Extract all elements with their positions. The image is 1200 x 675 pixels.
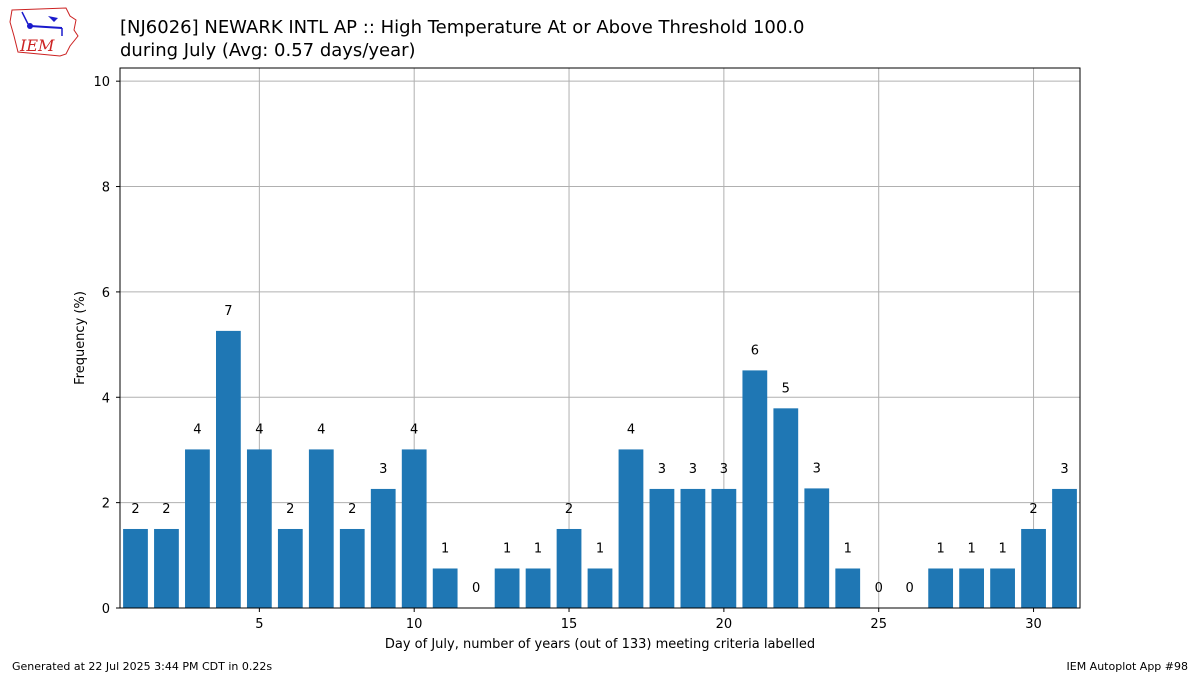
bar-label: 3: [720, 462, 728, 477]
x-axis-label: Day of July, number of years (out of 133…: [385, 637, 815, 652]
bar: [959, 568, 984, 608]
bar-label: 1: [596, 541, 604, 556]
bar: [804, 488, 830, 608]
bar-label: 1: [844, 541, 852, 556]
bar: [618, 449, 644, 608]
bar-label: 7: [224, 304, 232, 319]
bar-label: 2: [1029, 502, 1037, 517]
bar-label: 4: [317, 422, 325, 437]
bar-label: 1: [967, 541, 975, 556]
bar-label: 4: [627, 422, 635, 437]
bar-label: 1: [937, 541, 945, 556]
bar-label: 4: [410, 422, 418, 437]
bar-label: 1: [534, 541, 542, 556]
bar: [432, 568, 458, 608]
bar-labels: 2 2 4 7 4 2 4 2 3 4 1 0 1 1 2 1 4 3 3 3 6 5 3 1 0 0 1 1 1 2 3: [131, 304, 1068, 596]
bar-label: 6: [751, 343, 759, 358]
bar: [370, 488, 396, 608]
iowa-outline-icon: [9, 7, 79, 57]
bar: [742, 370, 768, 608]
x-tick-label: 15: [561, 617, 578, 632]
bars: [123, 330, 1077, 608]
bar: [990, 568, 1015, 608]
bar: [339, 528, 365, 608]
bar: [308, 449, 334, 608]
weather-station-icon: [21, 11, 63, 36]
bar-label: 1: [441, 541, 449, 556]
bar: [401, 449, 427, 608]
bar: [835, 568, 861, 608]
bar-label: 3: [1060, 462, 1068, 477]
x-tick-label: 10: [406, 617, 423, 632]
y-tick-label: 6: [102, 286, 110, 301]
bar-label: 0: [906, 581, 914, 596]
bar-label: 0: [472, 581, 480, 596]
bar-label: 4: [255, 422, 263, 437]
plot-frame: [119, 67, 1081, 609]
iem-logo: IEM: [8, 6, 80, 58]
bar: [216, 330, 241, 608]
bar-label: 2: [348, 502, 356, 517]
bar-label: 3: [658, 462, 666, 477]
generated-timestamp: Generated at 22 Jul 2025 3:44 PM CDT in …: [12, 660, 273, 673]
y-tick-label: 8: [102, 181, 110, 196]
x-tick-label: 20: [716, 617, 733, 632]
chart-title-line2: during July (Avg: 0.57 days/year): [120, 40, 416, 61]
bar-label: 2: [286, 502, 294, 517]
bar-label: 2: [565, 502, 573, 517]
x-tick-label: 25: [870, 617, 887, 632]
bar: [649, 488, 675, 608]
x-tick-label: 5: [255, 617, 263, 632]
app-label: IEM Autoplot App #98: [1066, 660, 1189, 673]
bar-label: 1: [998, 541, 1006, 556]
y-tick-label: 2: [102, 497, 110, 512]
bar: [123, 528, 148, 608]
bar: [680, 488, 706, 608]
bar: [185, 449, 210, 608]
bar: [587, 568, 613, 608]
bar-label: 2: [131, 502, 139, 517]
bar-label: 5: [782, 381, 790, 396]
bar-label: 4: [193, 422, 201, 437]
x-tick-label: 30: [1025, 617, 1042, 632]
bar: [711, 488, 737, 608]
bar-label: 0: [875, 581, 883, 596]
bar: [246, 449, 272, 608]
bar-label: 2: [162, 502, 170, 517]
bar-label: 1: [503, 541, 511, 556]
bar: [928, 568, 954, 608]
bar-label: 3: [689, 462, 697, 477]
bar: [154, 528, 179, 608]
bar: [277, 528, 303, 608]
chart-title-line1: [NJ6026] NEWARK INTL AP :: High Temperat…: [120, 17, 805, 38]
bar: [494, 568, 520, 608]
logo-text: IEM: [19, 36, 55, 55]
bar-label: 3: [379, 462, 387, 477]
bar: [1052, 488, 1077, 608]
y-tick-label: 10: [93, 75, 110, 90]
y-tick-label: 0: [102, 602, 110, 617]
y-tick-label: 4: [102, 391, 110, 406]
bar-label: 3: [813, 461, 821, 476]
bar: [773, 408, 799, 608]
bar: [1021, 528, 1046, 608]
bar: [556, 528, 582, 608]
y-axis-label: Frequency (%): [73, 291, 88, 385]
bar: [525, 568, 551, 608]
